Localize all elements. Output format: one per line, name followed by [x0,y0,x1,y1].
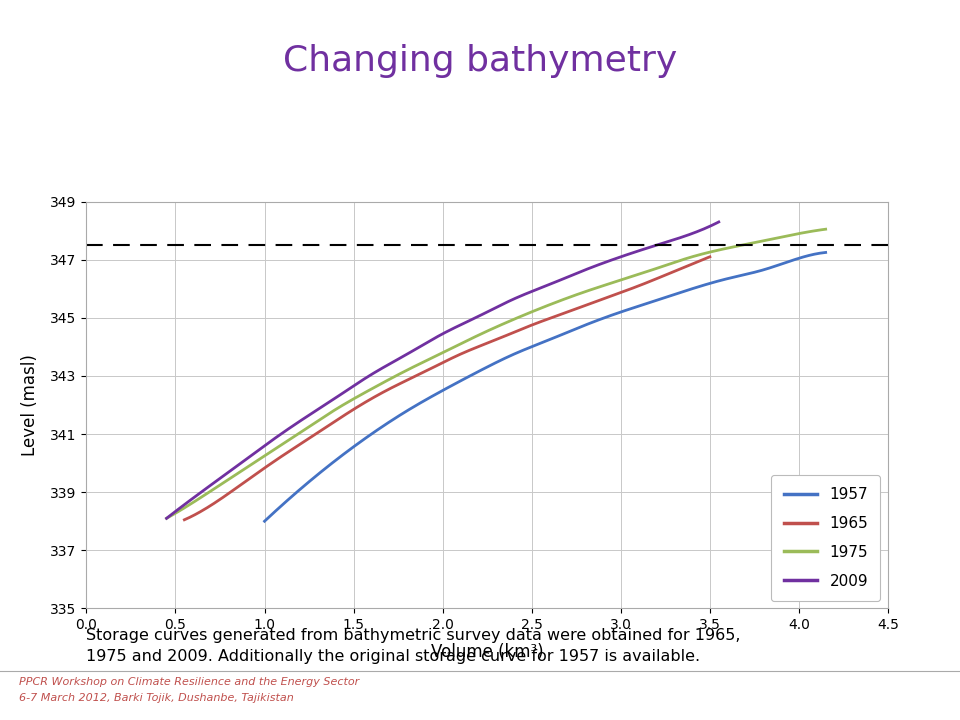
Line: 1965: 1965 [184,257,709,520]
1975 [163,513,175,521]
1975 [716,245,728,253]
1965 [492,335,503,343]
1975 [553,297,564,305]
1957 [591,316,603,325]
2009 [626,248,637,257]
1957 [820,248,831,257]
1965 [621,286,633,294]
1965 [179,516,190,524]
2009 [661,238,673,246]
Line: 2009: 2009 [166,222,719,518]
Line: 1957: 1957 [265,253,826,521]
1957 [259,517,271,526]
1957 [593,315,605,324]
X-axis label: Volume (km³): Volume (km³) [431,643,543,661]
Text: 6-7 March 2012, Barki Tojik, Dushanbe, Tajikistan: 6-7 March 2012, Barki Tojik, Dushanbe, T… [19,693,294,703]
1965 [704,253,715,261]
1957 [261,515,273,523]
1965 [655,273,666,282]
Text: Storage curves generated from bathymetric survey data were obtained for 1965,: Storage curves generated from bathymetri… [86,628,741,643]
Legend: 1957, 1965, 1975, 2009: 1957, 1965, 1975, 2009 [771,475,880,600]
2009 [488,305,499,313]
1975 [820,225,831,233]
Text: PPCR Workshop on Climate Resilience and the Energy Sector: PPCR Workshop on Climate Resilience and … [19,677,359,687]
1975 [551,297,563,306]
2009 [713,217,725,226]
2009 [160,514,172,523]
2009 [162,513,174,521]
1957 [602,312,613,321]
Line: 1975: 1975 [166,229,826,518]
1957 [767,263,779,271]
1965 [500,331,512,340]
Text: Changing bathymetry: Changing bathymetry [283,44,677,78]
Y-axis label: Level (masl): Level (masl) [21,354,39,456]
Text: 1975 and 2009. Additionally the original storage curve for 1957 is available.: 1975 and 2009. Additionally the original… [86,649,701,665]
1975 [160,514,172,523]
1957 [732,272,743,281]
2009 [499,299,511,307]
1975 [758,236,770,245]
1965 [490,336,501,344]
1965 [180,515,192,523]
1975 [564,293,576,302]
2009 [490,304,501,312]
